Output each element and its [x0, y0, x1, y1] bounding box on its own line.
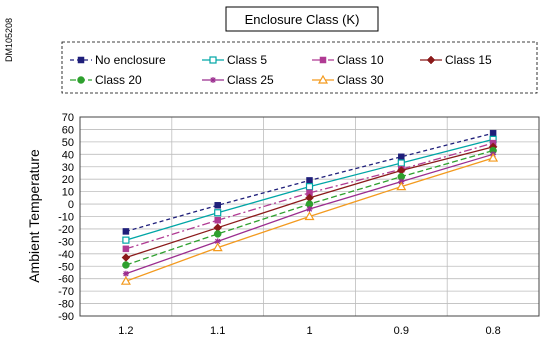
data-point	[306, 177, 313, 184]
legend-swatch-marker	[77, 76, 85, 84]
y-tick-label: -10	[58, 212, 74, 224]
y-tick-label: -60	[58, 274, 74, 286]
y-tick-label: 70	[62, 112, 74, 124]
legend: No enclosure Class 5 Class 10 Class 15 Class…	[70, 53, 492, 87]
legend-item: Class 15	[420, 53, 492, 67]
plot-frame	[79, 116, 540, 317]
y-tick-label: -70	[58, 286, 74, 298]
legend-swatch-marker	[319, 56, 327, 64]
y-axis-label: Ambient Temperature	[26, 149, 42, 283]
data-point	[122, 261, 130, 269]
y-tick-label: -30	[58, 236, 74, 248]
data-point	[398, 153, 405, 161]
data-point	[305, 183, 314, 191]
data-point	[122, 270, 129, 277]
title-box	[225, 6, 379, 32]
series-0	[122, 129, 497, 235]
legend-label: Class 15	[445, 53, 492, 67]
data-point	[120, 275, 131, 285]
legend-item: Class 30	[312, 73, 384, 87]
y-tick-label: 30	[62, 162, 74, 174]
x-tick-label: 0.9	[394, 325, 409, 337]
data-point	[489, 129, 497, 137]
legend-label: Class 30	[337, 73, 384, 87]
series-3	[121, 142, 498, 262]
y-axis-ticks: -90-80-70-60-50-40-30-20-100102030405060…	[58, 112, 74, 323]
y-tick-label: 0	[68, 199, 74, 211]
legend-item: Class 25	[202, 73, 274, 87]
legend-label: Class 20	[95, 73, 142, 87]
y-tick-label: 20	[62, 174, 74, 186]
data-point	[121, 253, 131, 262]
legend-item: Class 10	[312, 53, 384, 67]
y-tick-label: 40	[62, 149, 74, 161]
x-axis-ticks: 1.2 1.1 1 0.9 0.8	[118, 325, 500, 337]
legend-label: Class 5	[227, 53, 267, 67]
legend-swatch-marker	[210, 77, 216, 83]
x-tick-label: 1.1	[210, 325, 225, 337]
y-tick-label: -80	[58, 299, 74, 311]
data-point	[213, 230, 222, 238]
series-layer	[120, 129, 499, 285]
legend-label: No enclosure	[95, 53, 166, 67]
y-tick-label: -90	[58, 311, 74, 323]
legend-swatch-marker	[77, 56, 85, 64]
legend-item: Class 20	[70, 73, 142, 87]
legend-box	[61, 41, 538, 94]
series-line	[125, 142, 494, 250]
chart-title: Enclosure Class (K)	[245, 12, 360, 27]
data-point	[488, 152, 499, 162]
y-tick-label: -40	[58, 249, 74, 261]
legend-item: No enclosure	[70, 53, 166, 67]
y-tick-label: -20	[58, 224, 74, 236]
series-4	[122, 146, 497, 269]
data-point	[214, 202, 221, 209]
x-tick-label: 1	[306, 325, 312, 337]
legend-swatch-marker	[426, 55, 436, 65]
doc-id: DM105208	[4, 18, 14, 62]
data-point	[306, 206, 313, 213]
x-tick-label: 0.8	[485, 325, 500, 337]
series-6	[120, 152, 499, 285]
y-tick-label: 60	[62, 124, 74, 136]
data-point	[122, 245, 130, 253]
data-point	[214, 216, 221, 224]
data-point	[212, 242, 223, 252]
data-point	[122, 228, 130, 235]
data-point	[214, 209, 222, 217]
data-point	[304, 211, 315, 221]
y-tick-label: -50	[58, 261, 74, 273]
x-tick-label: 1.2	[118, 325, 133, 337]
data-point	[214, 238, 221, 245]
legend-label: Class 10	[337, 53, 384, 67]
y-tick-label: 10	[62, 187, 74, 199]
legend-item: Class 5	[202, 53, 267, 67]
data-point	[397, 159, 405, 167]
data-point	[396, 181, 407, 191]
legend-label: Class 25	[227, 73, 274, 87]
data-point	[122, 236, 130, 244]
y-tick-label: 50	[62, 137, 74, 149]
legend-swatch-marker	[209, 56, 217, 64]
legend-swatch-marker	[317, 74, 329, 84]
